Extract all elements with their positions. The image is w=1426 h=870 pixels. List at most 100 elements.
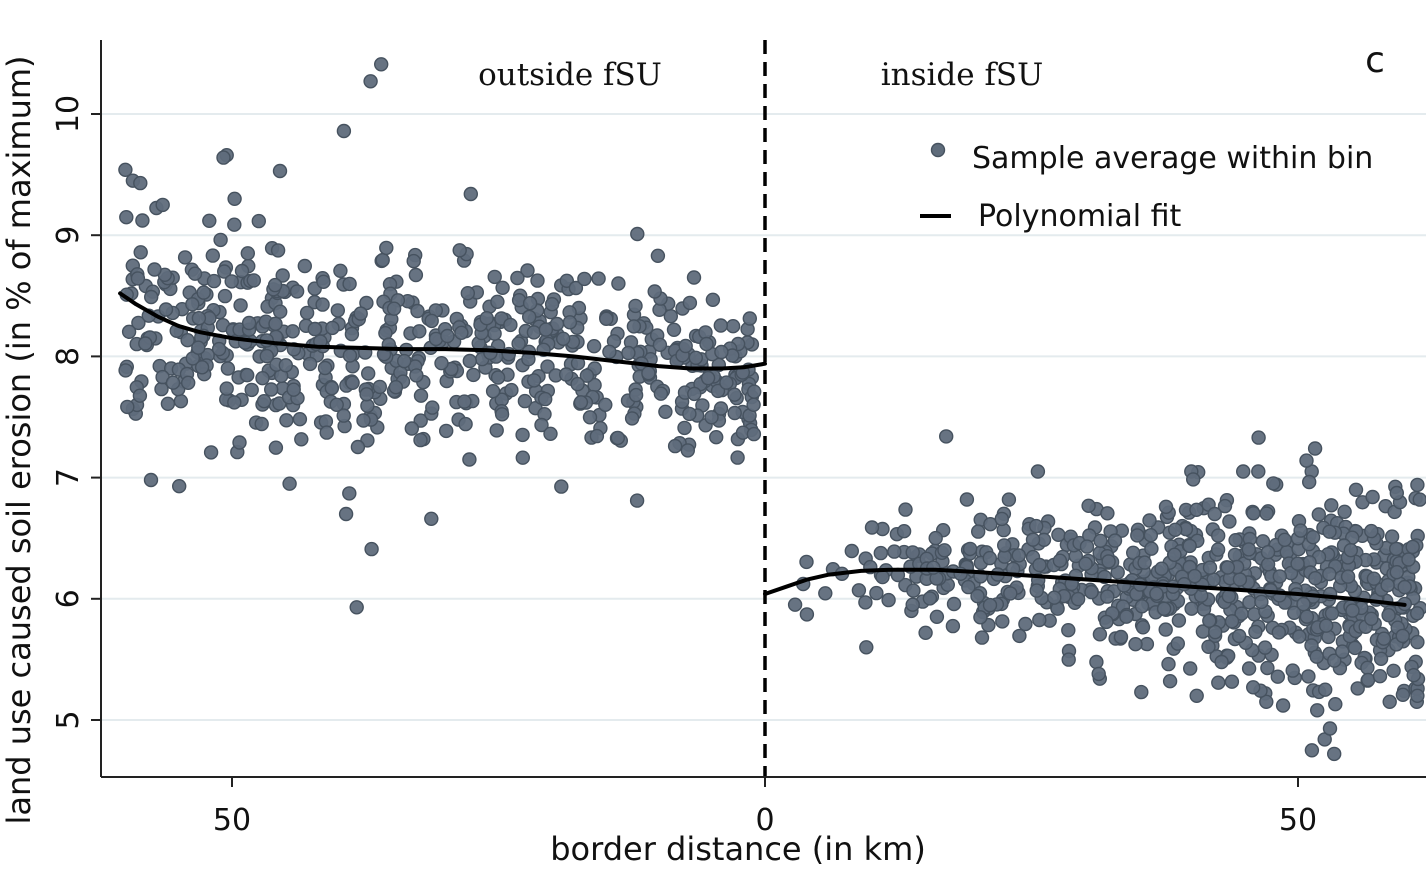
data-point-inside xyxy=(1134,684,1149,700)
data-point-inside xyxy=(1089,654,1104,670)
data-point-inside xyxy=(1078,556,1093,571)
data-point-outside xyxy=(315,297,330,312)
data-point-inside xyxy=(1260,660,1275,676)
data-point-outside xyxy=(202,213,217,229)
data-point-inside xyxy=(1318,618,1334,633)
data-point-outside xyxy=(406,253,421,269)
data-point-inside xyxy=(1028,518,1044,534)
data-point-outside xyxy=(700,370,716,386)
data-point-outside xyxy=(582,410,598,425)
y-tick-label: 9 xyxy=(51,226,86,245)
data-point-outside xyxy=(256,394,272,409)
data-point-outside xyxy=(629,493,645,508)
data-point-inside xyxy=(1184,601,1199,616)
data-point-inside xyxy=(1167,522,1183,537)
data-point-inside xyxy=(1162,674,1178,689)
region-label-inside: inside fSU xyxy=(881,57,1044,93)
data-point-outside xyxy=(213,232,228,248)
data-point-outside xyxy=(413,413,428,428)
data-point-inside xyxy=(1271,625,1287,640)
data-point-outside xyxy=(686,270,702,285)
fit-line-outside xyxy=(118,291,767,371)
legend-scatter-marker xyxy=(930,142,946,158)
data-point-outside xyxy=(705,292,721,307)
data-point-outside xyxy=(680,443,695,458)
data-point-outside xyxy=(424,313,439,329)
data-point-outside xyxy=(487,269,502,285)
data-point-outside xyxy=(121,324,137,339)
data-point-outside xyxy=(710,383,726,399)
data-point-outside xyxy=(356,413,371,428)
data-point-outside xyxy=(342,348,358,363)
data-point-outside xyxy=(350,439,366,455)
data-point-inside xyxy=(1125,545,1141,560)
data-point-outside xyxy=(666,322,682,337)
data-point-inside xyxy=(1201,639,1216,654)
data-point-inside xyxy=(799,554,814,570)
data-point-outside xyxy=(292,412,308,427)
data-point-outside xyxy=(458,416,473,432)
data-point-outside xyxy=(538,322,554,337)
fit-lines xyxy=(118,291,1407,607)
data-point-outside xyxy=(515,450,530,465)
data-point-outside xyxy=(196,285,211,300)
data-point-inside xyxy=(1143,528,1159,543)
data-point-inside xyxy=(1395,628,1410,644)
data-point-inside xyxy=(973,610,988,625)
data-point-inside xyxy=(1246,506,1261,521)
data-point-outside xyxy=(457,394,472,409)
data-point-inside xyxy=(1410,634,1425,650)
data-point-inside xyxy=(864,520,880,535)
legend: Sample average within bin Polynomial fit xyxy=(920,141,1373,234)
data-point-inside xyxy=(1350,681,1365,696)
data-point-inside xyxy=(1406,668,1421,683)
data-point-inside xyxy=(1410,477,1425,493)
data-point-outside xyxy=(324,380,340,396)
data-point-outside xyxy=(682,295,698,311)
data-point-outside xyxy=(165,375,181,390)
data-point-inside xyxy=(1317,682,1333,697)
data-point-inside xyxy=(1386,663,1401,678)
data-point-inside xyxy=(995,614,1010,629)
data-point-inside xyxy=(1185,472,1201,487)
data-point-inside xyxy=(1304,743,1320,758)
data-point-inside xyxy=(1032,557,1047,573)
data-point-outside xyxy=(494,407,510,422)
x-ticks: 50 0 50 xyxy=(213,777,1317,838)
data-point-outside xyxy=(598,397,613,412)
data-point-inside xyxy=(1382,694,1397,709)
data-point-inside xyxy=(859,640,874,655)
data-point-outside xyxy=(185,297,200,312)
data-point-outside xyxy=(119,209,134,225)
data-point-outside xyxy=(439,423,454,439)
data-point-outside xyxy=(534,417,549,433)
data-point-inside xyxy=(1207,624,1223,640)
data-point-inside xyxy=(898,502,913,517)
data-point-outside xyxy=(412,324,427,339)
data-point-inside xyxy=(1409,606,1425,621)
data-point-inside xyxy=(1030,464,1046,479)
data-point-outside xyxy=(462,452,477,467)
data-point-inside xyxy=(1070,591,1086,607)
data-point-inside xyxy=(1299,453,1314,468)
data-point-outside xyxy=(131,315,146,331)
data-point-inside xyxy=(873,545,888,561)
data-point-inside xyxy=(974,630,990,645)
data-point-inside xyxy=(875,569,890,585)
data-point-outside xyxy=(628,298,643,314)
data-point-outside xyxy=(173,394,189,409)
data-point-outside xyxy=(233,298,248,313)
data-point-inside xyxy=(1410,688,1425,703)
data-point-inside xyxy=(1061,623,1076,638)
data-point-outside xyxy=(454,325,469,340)
data-point-inside xyxy=(1047,590,1062,605)
data-point-inside xyxy=(1296,596,1311,612)
data-point-outside xyxy=(386,301,402,316)
data-point-outside xyxy=(543,426,558,441)
data-point-outside xyxy=(410,303,425,319)
data-point-outside xyxy=(325,320,340,336)
data-point-inside xyxy=(1395,687,1411,702)
data-point-outside xyxy=(273,304,288,319)
data-point-outside xyxy=(409,368,424,383)
